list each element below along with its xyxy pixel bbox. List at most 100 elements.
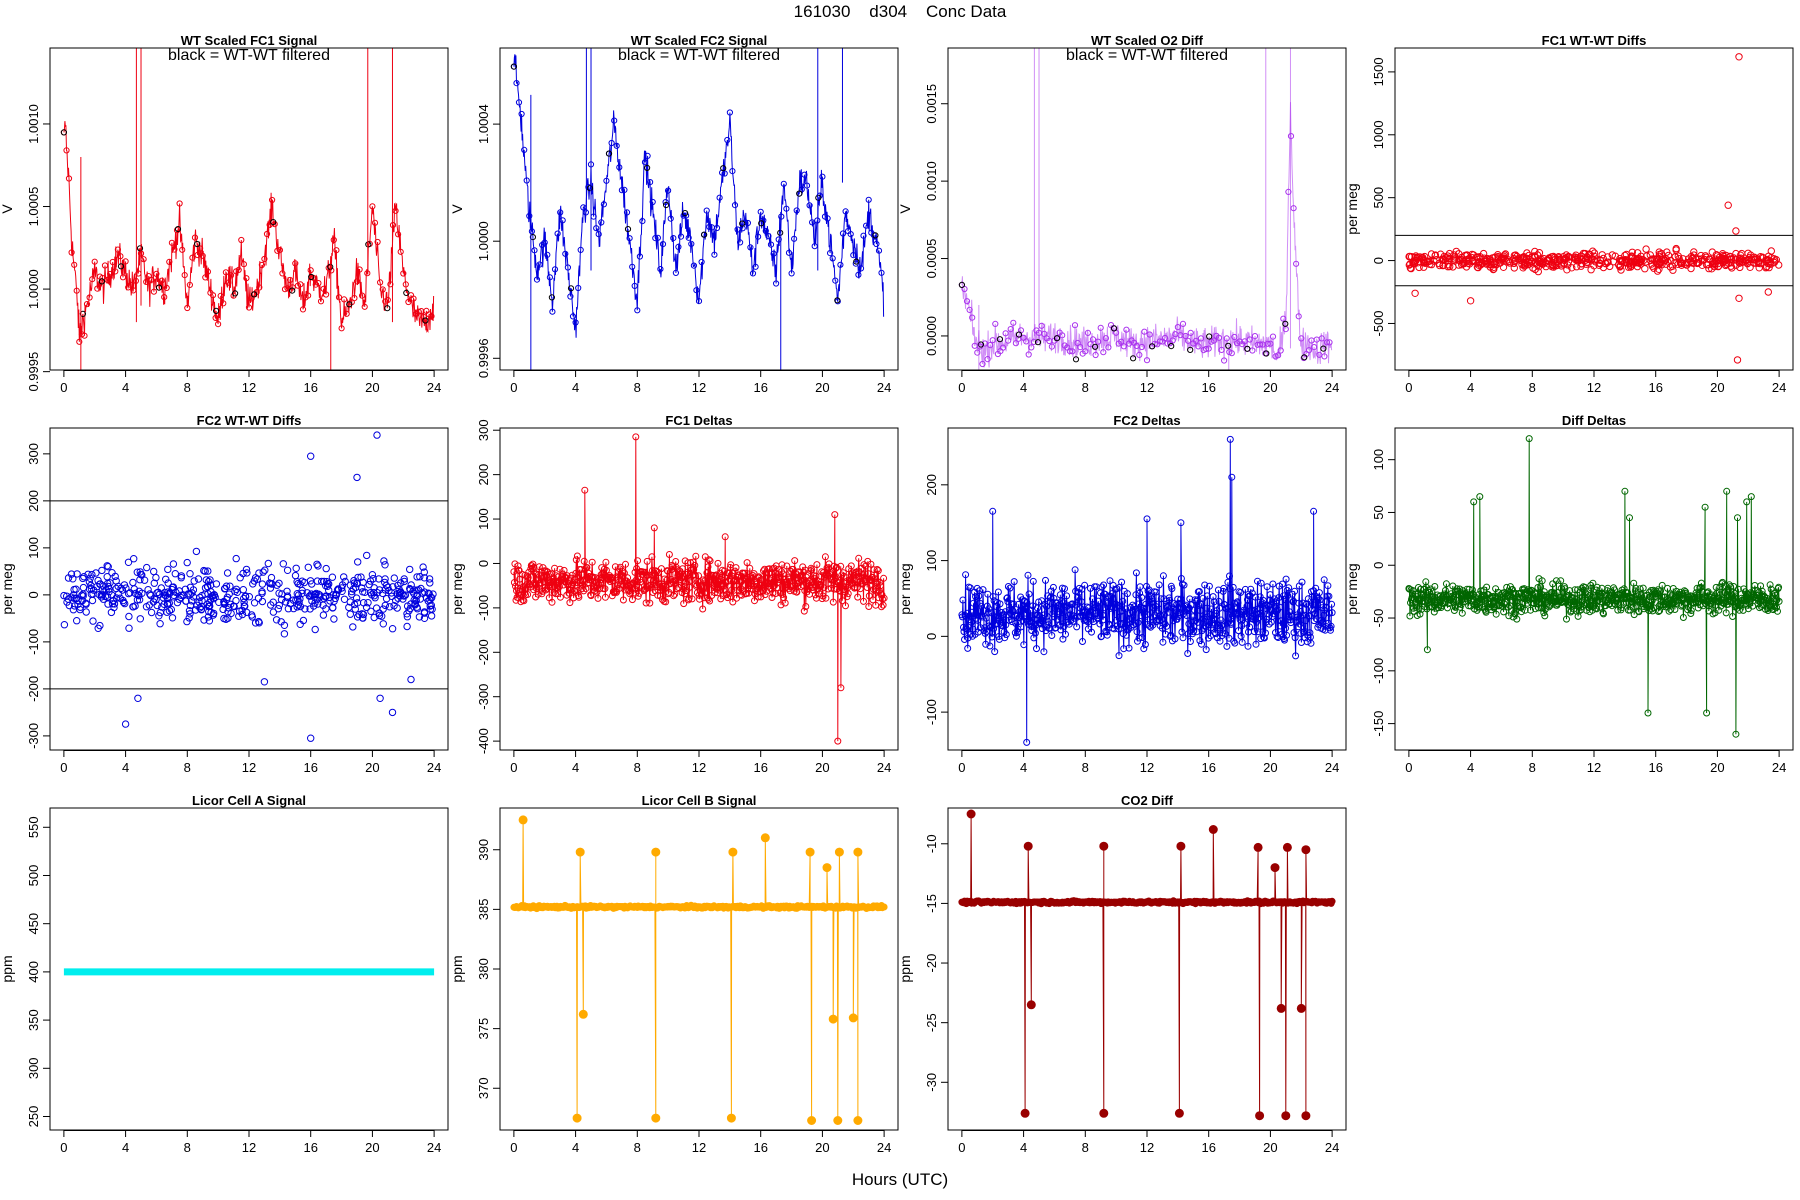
signal-point: [865, 196, 872, 203]
delta-point: [1140, 645, 1148, 653]
diff-point: [350, 600, 359, 609]
signal-point: [1120, 343, 1128, 350]
delta-point: [986, 642, 994, 650]
diff-point: [79, 574, 87, 583]
diff-point: [1445, 249, 1454, 258]
diff-point: [183, 617, 191, 626]
signal-point: [330, 236, 337, 244]
diff-point: [1535, 249, 1544, 257]
diff-point: [314, 600, 322, 608]
signal-point: [89, 276, 96, 283]
signal-point: [559, 217, 566, 224]
signal-point: [91, 258, 98, 265]
delta-point: [1212, 630, 1220, 637]
filtered-point: [98, 278, 106, 285]
y-tick-label: 100: [476, 508, 491, 530]
outlier-point: [1732, 227, 1740, 235]
diff-point: [1449, 263, 1457, 271]
delta-point: [1439, 600, 1447, 607]
delta-point: [563, 591, 571, 599]
diff-point: [353, 579, 362, 588]
delta-point: [873, 566, 881, 573]
diff-point: [1766, 259, 1774, 268]
outlier-point: [353, 473, 361, 482]
diff-point: [1634, 254, 1643, 262]
signal-point: [992, 320, 999, 327]
y-axis-label: per meg: [0, 563, 15, 614]
filtered-point: [79, 310, 87, 317]
delta-point: [620, 569, 628, 577]
diff-point: [1555, 255, 1564, 264]
signal-point: [395, 231, 402, 238]
signal-point: [101, 262, 109, 269]
diff-point: [87, 590, 96, 598]
diff-point: [424, 597, 432, 605]
delta-point: [1224, 578, 1232, 586]
signal-point: [68, 249, 75, 256]
signal-point: [1005, 337, 1012, 344]
filtered-point: [1320, 345, 1327, 352]
signal-point: [726, 109, 734, 116]
delta-point: [635, 583, 643, 591]
diff-point: [386, 603, 394, 611]
delta-point: [514, 562, 522, 570]
diff-point: [239, 586, 248, 594]
signal-point: [245, 304, 253, 311]
chart-title: WT Scaled O2 Diff: [1091, 33, 1204, 48]
delta-point: [1071, 566, 1079, 574]
diff-point: [296, 620, 304, 628]
delta-point: [1002, 621, 1010, 629]
signal-point: [1095, 338, 1102, 345]
delta-point: [1095, 604, 1103, 612]
diff-point: [64, 574, 73, 582]
signal-point: [621, 186, 628, 193]
delta-point: [680, 600, 688, 608]
diff-point: [1671, 253, 1679, 261]
delta-point: [1021, 609, 1029, 617]
signal-point: [842, 208, 849, 215]
diff-point: [67, 593, 75, 601]
diff-point: [147, 591, 155, 600]
diff-point: [154, 588, 162, 596]
signal-point: [1185, 337, 1192, 344]
delta-point: [1611, 600, 1619, 608]
diff-point: [103, 562, 111, 570]
delta-point: [1118, 607, 1126, 615]
delta-point: [1176, 609, 1184, 617]
signal-point: [803, 182, 811, 189]
delta-point: [712, 584, 720, 592]
delta-point: [665, 551, 673, 558]
y-axis-label: per meg: [1344, 183, 1360, 234]
diff-point: [120, 581, 129, 589]
diff-point: [348, 590, 356, 598]
x-tick-label: 24: [877, 1140, 891, 1155]
delta-point: [1287, 619, 1295, 627]
signal-point: [773, 280, 780, 287]
diff-point: [280, 630, 289, 638]
delta-point: [1252, 640, 1260, 648]
delta-point: [1187, 601, 1195, 609]
diff-point: [323, 577, 331, 586]
delta-point: [1074, 593, 1082, 601]
x-tick-label: 24: [1772, 760, 1786, 775]
delta-point: [1307, 639, 1315, 647]
signal-point: [783, 205, 790, 212]
signal-point: [1141, 328, 1148, 335]
diff-point: [410, 586, 418, 594]
delta-point: [1238, 638, 1246, 646]
delta-point: [1653, 593, 1661, 601]
y-tick-label: 400: [26, 961, 41, 983]
signal-point: [639, 218, 646, 225]
y-tick-label: -50: [1371, 609, 1386, 628]
signal-point: [629, 263, 636, 270]
diff-point: [162, 575, 170, 583]
outlier-point: [1466, 297, 1475, 305]
signal-point: [1089, 336, 1097, 343]
signal-point: [969, 314, 976, 321]
signal-point: [127, 281, 134, 288]
delta-point: [733, 594, 741, 602]
diff-point: [1577, 255, 1586, 264]
signal-point: [1285, 188, 1292, 195]
signal-point: [1025, 351, 1032, 358]
delta-point: [732, 564, 740, 572]
